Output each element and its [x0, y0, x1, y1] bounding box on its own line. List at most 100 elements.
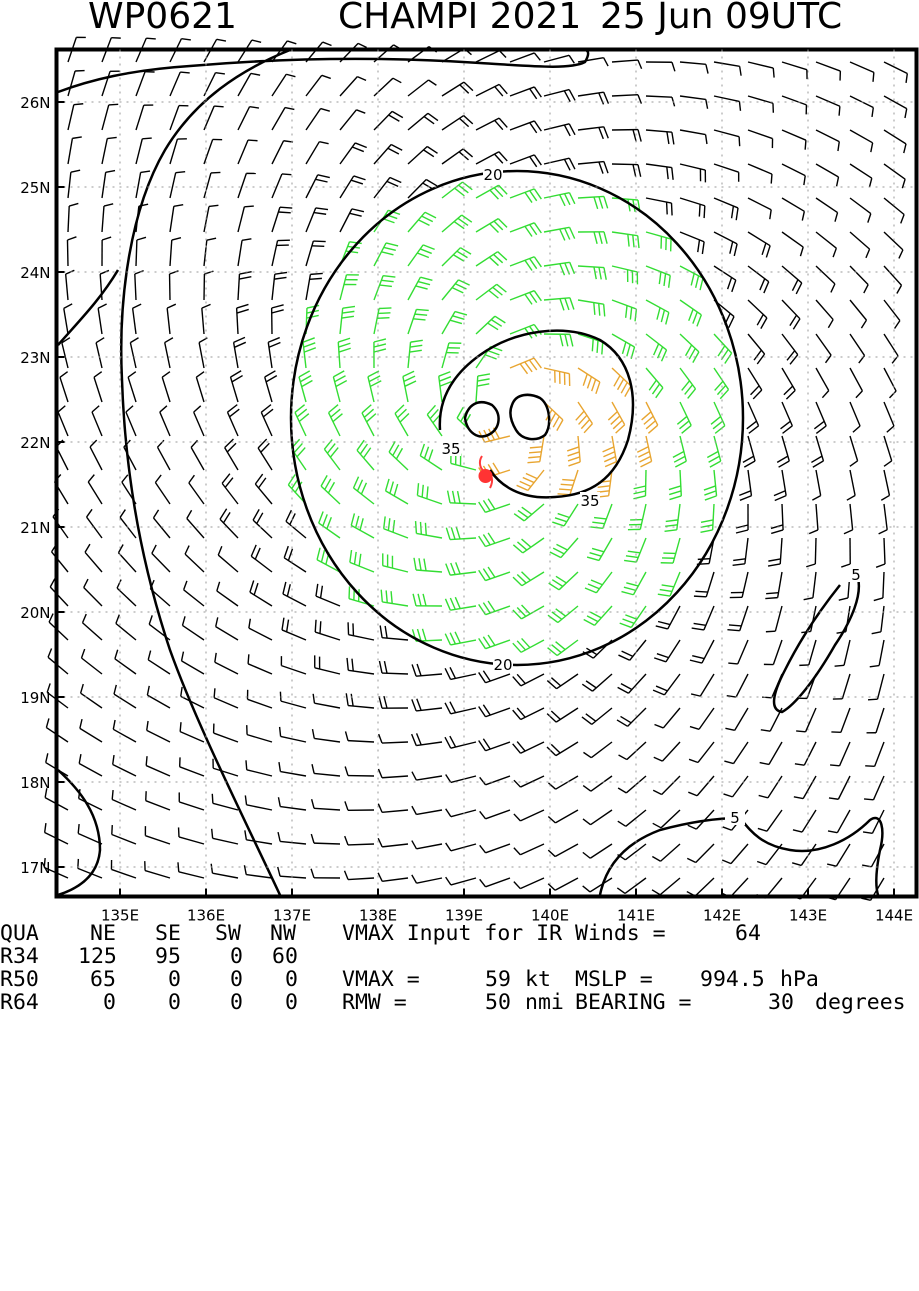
wind-barb — [408, 245, 435, 266]
wind-barb — [58, 406, 68, 436]
wind-barb — [479, 739, 510, 751]
wind-barb — [680, 334, 699, 363]
wind-barb — [182, 616, 204, 640]
wind-barb — [442, 248, 471, 266]
wind-barb — [850, 402, 860, 432]
wind-barb — [765, 572, 782, 599]
wind-barb — [312, 799, 340, 810]
wind-barb — [724, 742, 748, 764]
wind-barb — [544, 55, 574, 63]
wind-barb — [212, 829, 238, 844]
wind-barb — [170, 72, 190, 96]
wind-barb — [420, 444, 442, 470]
wind-barb — [446, 843, 476, 851]
wind-barb — [513, 638, 544, 652]
wind-barb — [374, 339, 386, 368]
wind-barb — [633, 470, 646, 499]
wind-barb — [884, 300, 900, 328]
wind-barb — [700, 504, 714, 532]
wind-barb — [199, 338, 207, 368]
vmax-input-label: VMAX Input for IR Winds = — [342, 922, 666, 945]
lon-label: 136E — [187, 907, 225, 923]
wind-barb — [867, 708, 884, 733]
wind-barb — [480, 810, 510, 819]
wind-barb — [583, 742, 612, 758]
wind-barb — [816, 96, 840, 116]
wind-barb — [612, 60, 642, 69]
wind-barb — [583, 776, 612, 791]
wind-barb — [220, 509, 238, 538]
wind-barb — [312, 764, 340, 776]
wind-barb — [113, 720, 136, 742]
wind-barb — [147, 686, 170, 708]
wind-barb — [760, 742, 782, 764]
wind-barb — [795, 742, 816, 765]
wind-barb — [782, 62, 807, 79]
table-header-row: QUA NE SE SW NW VMAX Input for IR Winds … — [0, 922, 52, 945]
wind-barb — [646, 334, 667, 361]
wind-barb — [584, 606, 612, 625]
wind-barb — [170, 106, 188, 130]
wind-barb — [238, 173, 256, 198]
wind-barb — [510, 223, 541, 237]
wind-barb — [850, 300, 866, 328]
wind-barb — [303, 338, 316, 368]
wind-barb — [833, 674, 850, 699]
wind-barb — [612, 95, 641, 104]
wind-barb — [764, 640, 782, 665]
wind-barb — [162, 372, 170, 402]
wind-barb — [782, 334, 798, 364]
wind-barb — [748, 334, 765, 364]
wind-barb — [378, 873, 408, 882]
wind-barb — [514, 878, 544, 889]
wind-barb — [136, 237, 146, 266]
vmax-unit: kt — [525, 968, 551, 991]
wind-barb — [83, 614, 102, 640]
mslp-value: 994.5 — [700, 968, 765, 991]
wind-barb — [544, 90, 575, 102]
wind-barb — [725, 708, 748, 730]
wind-barb — [170, 205, 183, 232]
r64-ne: 0 — [103, 991, 116, 1014]
wind-barb — [68, 104, 83, 130]
lon-label: 139E — [445, 907, 483, 923]
lat-label: 25N — [20, 179, 50, 197]
wind-barb — [348, 622, 374, 640]
wind-barb — [544, 368, 570, 386]
wind-barb — [816, 300, 833, 328]
wind-barb — [112, 825, 136, 844]
wind-barb — [67, 237, 76, 266]
wind-barb — [81, 684, 102, 708]
wind-barb — [884, 96, 907, 118]
wind-barb — [238, 272, 252, 300]
wind-barb — [204, 106, 224, 130]
lon-label: 142E — [703, 907, 741, 923]
lat-label: 22N — [20, 434, 50, 452]
wind-barb — [847, 470, 855, 500]
wind-barb — [442, 343, 461, 368]
wind-barb — [248, 654, 272, 674]
wind-barb — [338, 338, 350, 368]
wind-barb — [383, 553, 408, 572]
wind-barb — [316, 584, 340, 606]
wind-barb — [211, 864, 238, 878]
wind-barb — [578, 196, 608, 208]
wind-barb — [79, 789, 102, 810]
vmax-value: 59 — [485, 968, 511, 991]
wind-barb — [272, 305, 284, 334]
wind-barb — [191, 440, 204, 470]
wind-barb — [306, 175, 330, 198]
r50-nw: 0 — [285, 968, 298, 991]
wind-barb — [480, 776, 510, 785]
wind-barb — [879, 504, 888, 534]
wind-barb — [165, 338, 173, 368]
wind-barb — [576, 402, 593, 433]
wind-barb — [748, 232, 770, 257]
wind-barb — [476, 316, 505, 334]
wind-barb — [690, 640, 714, 663]
wind-barb — [646, 164, 673, 180]
wind-barb — [513, 538, 544, 553]
wind-barb — [816, 130, 839, 151]
wind-barb — [816, 368, 829, 398]
wind-barb — [68, 170, 80, 198]
